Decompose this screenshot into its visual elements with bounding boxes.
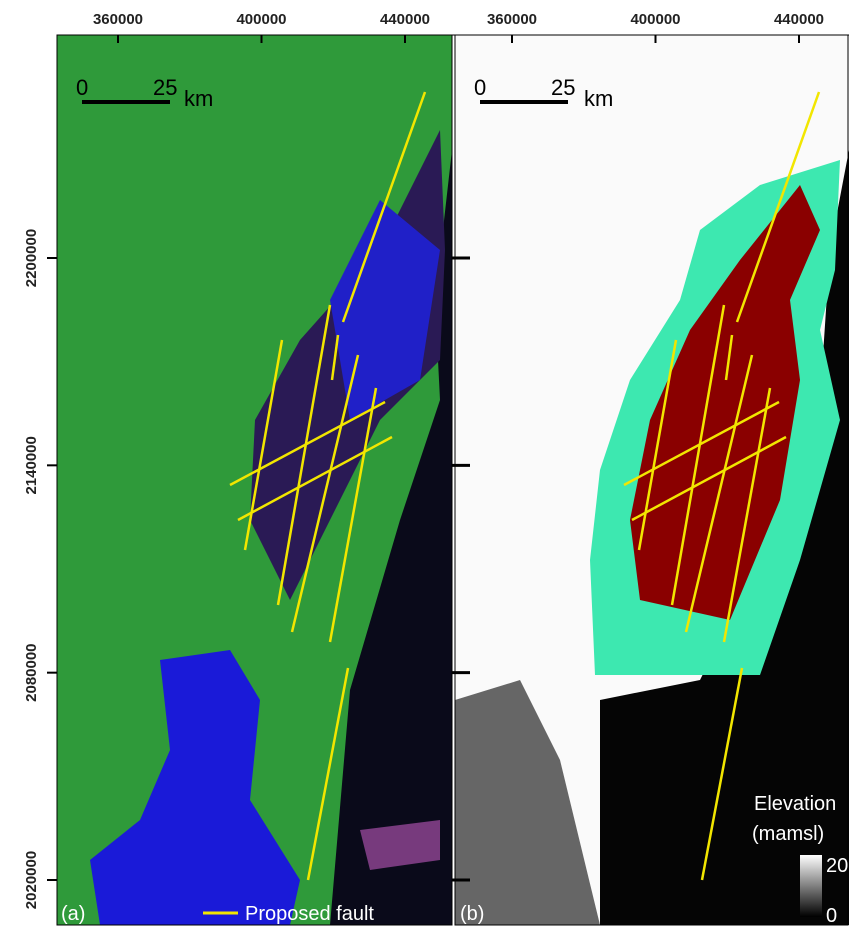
x-tick-label: 400000 (236, 11, 286, 28)
panel-a-image (57, 35, 452, 925)
scale-start: 0 (474, 75, 486, 100)
x-tick-label: 440000 (774, 11, 824, 28)
scale-start: 0 (76, 75, 88, 100)
x-tick-label: 400000 (630, 11, 680, 28)
y-tick-label: 2020000 (23, 851, 40, 909)
elevation-max: 20 (826, 855, 848, 877)
scale-unit: km (584, 86, 613, 111)
elevation-ramp (800, 855, 822, 917)
scale-unit: km (184, 86, 213, 111)
elevation-unit: (mamsl) (752, 823, 824, 845)
x-tick-label: 440000 (380, 11, 430, 28)
scale-end: 25 (153, 75, 177, 100)
panel-label: (b) (460, 903, 484, 925)
y-tick-label: 2200000 (23, 229, 40, 287)
y-tick-label: 2140000 (23, 436, 40, 494)
scale-end: 25 (551, 75, 575, 100)
x-tick-label: 360000 (93, 11, 143, 28)
elevation-title: Elevation (754, 793, 836, 815)
panel-label: (a) (61, 903, 85, 925)
elevation-min: 0 (826, 905, 837, 927)
x-tick-label: 360000 (487, 11, 537, 28)
figure: 0 25 km 0 25 km (a) (b) Proposed fault E… (0, 0, 849, 935)
y-tick-label: 2080000 (23, 643, 40, 701)
fault-legend: Proposed fault (245, 903, 374, 925)
